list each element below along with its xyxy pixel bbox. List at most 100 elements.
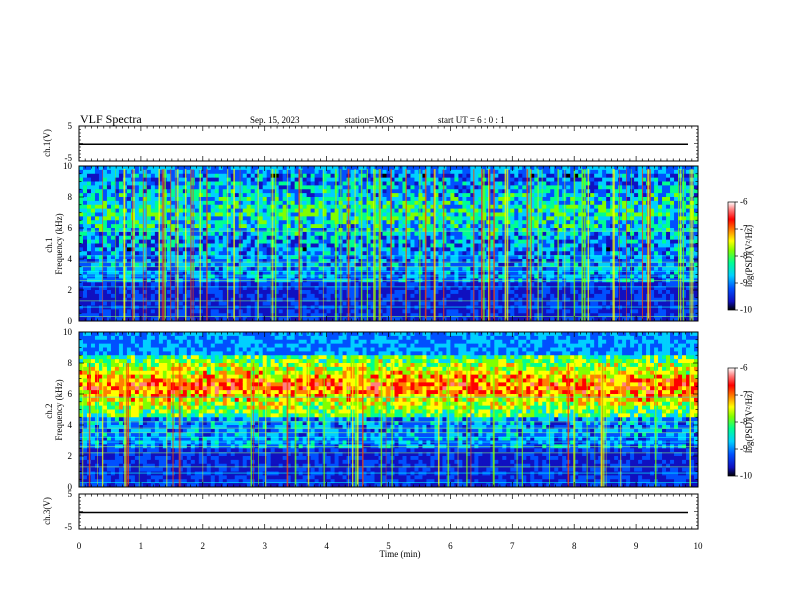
- p2-spectrogram-cell: [214, 259, 220, 264]
- p2-spectrogram-cell: [318, 197, 323, 202]
- p2-spectrogram-cell: [374, 220, 379, 225]
- p2-spectrogram-cell: [302, 259, 308, 264]
- p2-spectrogram-cell: [358, 181, 363, 186]
- p2-spectrogram-cell: [98, 193, 104, 198]
- p2-spectrogram-cell: [446, 169, 451, 175]
- p2-spectrogram-cell: [198, 247, 204, 252]
- p2-spectrogram-cell: [310, 204, 316, 210]
- p2-spectrogram-cell: [466, 251, 471, 256]
- p2-spectrogram-cell: [498, 189, 503, 194]
- p2-spectrogram-cell: [330, 204, 335, 210]
- p2-spectrogram-cell: [198, 305, 204, 310]
- p2-spectrogram-cell: [442, 177, 447, 182]
- p2-spectrogram-cell: [550, 235, 555, 241]
- p2-spectrogram-cell: [142, 301, 148, 306]
- p2-spectrogram-cell: [422, 173, 427, 179]
- p2-spectrogram-cell: [150, 313, 156, 318]
- p2-spectrogram-cell: [266, 286, 272, 291]
- p2-spectrogram-cell: [454, 243, 459, 248]
- p2-spectrogram-cell: [174, 247, 180, 252]
- p2-spectrogram-cell: [506, 224, 511, 229]
- p2-spectrogram-cell: [110, 181, 116, 186]
- p2-spectrogram-cell: [150, 224, 156, 229]
- p2-spectrogram-cell: [430, 259, 435, 264]
- p2-spectrogram-cell: [282, 166, 288, 171]
- p2-spectrogram-cell: [370, 259, 375, 264]
- p2-spectrogram-cell: [102, 282, 108, 287]
- p2-spectrogram-cell: [79, 231, 84, 237]
- p2-spectrogram-cell: [446, 235, 451, 241]
- p2-spectrogram-cell: [426, 235, 431, 241]
- p2-spectrogram-cell: [266, 266, 272, 272]
- p2-spectrogram-cell: [322, 228, 327, 233]
- p2-spectrogram-cell: [146, 208, 152, 213]
- p2-spectrogram-cell: [98, 297, 104, 303]
- p2-spectrogram-cell: [442, 197, 447, 202]
- p2-spectrogram-cell: [310, 220, 316, 225]
- p2-spectrogram-cell: [246, 173, 252, 179]
- p2-spectrogram-cell: [354, 309, 359, 314]
- p2-spectrogram-cell: [134, 255, 140, 260]
- p2-spectrogram-cell: [382, 181, 387, 186]
- p2-spectrogram-cell: [118, 189, 124, 194]
- p2-spectrogram-cell: [242, 301, 248, 306]
- p2-spectrogram-cell: [210, 173, 216, 179]
- p2-spectrogram-cell: [402, 212, 407, 217]
- p2-spectrogram-cell: [390, 309, 395, 314]
- p2-spectrogram-cell: [118, 305, 124, 310]
- p2-spectrogram-cell: [462, 282, 467, 287]
- p2-spectrogram-cell: [466, 239, 471, 244]
- p2-spectrogram-cell: [438, 313, 443, 318]
- p2-spectrogram-cell: [134, 309, 140, 314]
- p2-spectrogram-cell: [306, 274, 312, 279]
- p2-spectrogram-cell: [414, 274, 419, 279]
- p2-spectrogram-cell: [210, 251, 216, 256]
- p2-spectrogram-cell: [118, 286, 124, 291]
- p2-spectrogram-cell: [150, 286, 156, 291]
- p2-spectrogram-cell: [490, 309, 495, 314]
- p2-spectrogram-cell: [410, 235, 415, 241]
- p2-spectrogram-cell: [522, 262, 527, 268]
- p2-spectrogram-cell: [514, 228, 519, 233]
- p2-spectrogram-cell: [134, 251, 140, 256]
- p2-spectrogram-cell: [350, 181, 355, 186]
- p2-spectrogram-cell: [534, 189, 539, 194]
- p2-spectrogram-cell: [446, 243, 451, 248]
- p2-spectrogram-cell: [446, 239, 451, 244]
- p2-spectrogram-cell: [366, 169, 371, 175]
- p2-spectrogram-cell: [342, 243, 347, 248]
- p2-spectrogram-cell: [406, 290, 411, 295]
- p2-spectrogram-cell: [246, 177, 252, 182]
- p2-spectrogram-cell: [358, 173, 363, 179]
- p2-spectrogram-cell: [426, 305, 431, 310]
- p2-spectrogram-cell: [274, 282, 280, 287]
- p2-spectrogram-cell: [142, 185, 148, 190]
- p2-spectrogram-cell: [542, 290, 547, 295]
- p2-spectrogram-cell: [98, 169, 104, 175]
- p2-spectrogram-cell: [330, 193, 335, 198]
- p2-spectrogram-cell: [534, 262, 539, 268]
- p2-spectrogram-cell: [462, 251, 467, 256]
- p2-spectrogram-cell: [150, 262, 156, 268]
- p2-spectrogram-cell: [86, 266, 92, 272]
- p2-spectrogram-cell: [154, 290, 160, 295]
- p2-spectrogram-cell: [218, 193, 224, 198]
- p2-spectrogram-cell: [310, 231, 316, 237]
- p2-spectrogram-cell: [474, 216, 479, 221]
- p2-spectrogram-cell: [186, 305, 192, 310]
- p2-spectrogram-cell: [402, 239, 407, 244]
- p2-spectrogram-cell: [466, 200, 471, 206]
- p2-spectrogram-cell: [154, 309, 160, 314]
- p2-spectrogram-cell: [114, 228, 120, 233]
- p2-spectrogram-cell: [142, 313, 148, 318]
- p2-spectrogram-cell: [194, 301, 200, 306]
- p2-spectrogram-cell: [542, 255, 547, 260]
- p2-spectrogram-cell: [506, 243, 511, 248]
- p2-spectrogram-cell: [266, 317, 272, 321]
- p2-spectrogram-cell: [186, 212, 192, 217]
- p2-spectrogram-cell: [478, 309, 483, 314]
- p2-spectrogram-cell: [494, 309, 499, 314]
- p2-spectrogram-cell: [282, 305, 288, 310]
- p2-spectrogram-cell: [350, 255, 355, 260]
- p2-spectrogram-cell: [290, 220, 296, 225]
